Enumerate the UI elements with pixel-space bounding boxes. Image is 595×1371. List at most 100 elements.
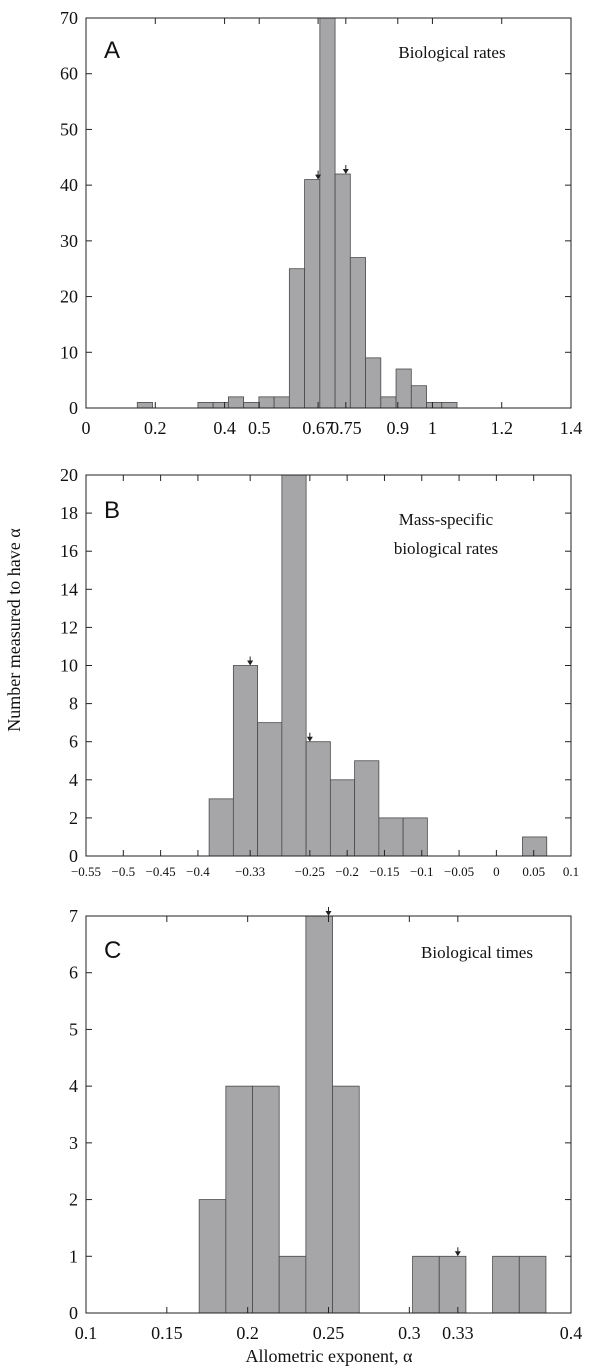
histogram-bar [329,779,356,857]
histogram-bar [225,1085,253,1314]
x-tick-label: −0.1 [410,864,434,879]
histogram-bar [332,1085,360,1314]
panel-letter: B [104,497,120,524]
x-tick-label: 0.2 [144,418,167,438]
panel-title: Biological times [421,943,533,962]
panel-letter: C [104,937,121,964]
x-tick-label: −0.15 [369,864,399,879]
histogram-bar [378,817,404,857]
x-tick-label: −0.55 [71,864,101,879]
histogram-bar [197,402,214,409]
y-tick-label: 2 [69,1190,78,1210]
histogram-bar [243,402,260,409]
y-tick-label: 0 [69,846,78,866]
y-tick-label: 30 [60,231,78,251]
histogram-bar [410,385,427,409]
histogram-bar [258,396,275,409]
histogram-bar [232,665,259,857]
y-tick-label: 2 [69,808,78,828]
x-tick-label: 0 [82,418,91,438]
y-tick-label: 40 [60,175,78,195]
panel-b: −0.55 −0.5 −0.45 −0.4 −0.33 −0.25 −0.2 −0.15 −0.… [60,465,579,879]
x-tick-label: 0.5 [248,418,271,438]
panel-c: 0.1 0.15 0.2 0.25 0.3 0.33 0.4 0 1 2 3 4 5 6 7 C Biologi… [69,906,582,1343]
histogram-bar [288,268,305,409]
y-tick-label: 10 [60,656,78,676]
x-tick-label: 0.4 [560,1323,583,1343]
histogram-bar [278,1255,307,1314]
plot-frame [85,17,572,409]
panel-title: Biological rates [398,43,505,62]
x-tick-label: 0.2 [236,1323,259,1343]
y-tick-label: 5 [69,1019,78,1039]
y-tick-label: 18 [60,503,78,523]
x-tick-label: −0.2 [335,864,359,879]
histogram-bar [395,368,412,409]
x-tick-label: −0.05 [444,864,474,879]
y-tick-label: 12 [60,617,78,637]
x-tick-label: 1.2 [490,418,513,438]
y-tick-label: 16 [60,541,78,561]
x-tick-label: −0.33 [235,864,265,879]
y-tick-label: 4 [69,770,78,790]
x-tick-label: 0.1 [563,864,579,879]
marker-arrow-icon [315,174,322,180]
y-tick-label: 4 [69,1076,78,1096]
y-tick-label: 0 [69,1303,78,1323]
panel-a: 0 0.2 0.4 0.5 0.670.75 0.9 1 1.2 1.4 0 10 20 30 40 50 6… [60,8,582,438]
y-axis-label: Number measured to have α [4,528,24,732]
y-tick-label: 0 [69,398,78,418]
x-tick-label: 0.4 [213,418,236,438]
x-tick-label: 0 [493,864,500,879]
x-tick-label: −0.4 [186,864,210,879]
x-tick-label: 0.15 [151,1323,183,1343]
x-tick-label: 0.9 [387,418,410,438]
x-tick-label: 0.05 [522,864,545,879]
y-tick-label: 3 [69,1133,78,1153]
histogram-bar [208,798,234,857]
x-tick-label: 0.67 [302,418,334,438]
marker-arrow-icon [325,911,332,916]
histogram-bar [212,402,229,409]
y-tick-label: 14 [60,579,78,599]
histogram-bar [257,722,283,857]
panel-title: biological rates [394,539,498,558]
x-tick-label: −0.5 [112,864,136,879]
marker-arrow-icon [247,660,254,666]
histogram-bar [319,17,336,409]
y-tick-label: 50 [60,119,78,139]
y-tick-label: 70 [60,8,78,28]
histogram-bar [380,396,397,409]
histogram-bar [304,179,321,409]
x-tick-label: 1.4 [560,418,583,438]
x-tick-label: −0.25 [295,864,325,879]
x-tick-label: −0.45 [146,864,176,879]
x-tick-label: 0.25 [313,1323,345,1343]
marker-arrow-icon [306,736,313,742]
y-tick-label: 10 [60,342,78,362]
histogram-bar [412,1255,440,1314]
histogram-bar [402,817,428,857]
histogram-bar [518,1255,547,1314]
histogram-bar [349,257,366,409]
histogram-bar [305,741,331,857]
histogram-bar [438,1255,467,1314]
x-tick-label: 0.3 [398,1323,421,1343]
histogram-bar [426,402,443,409]
marker-arrow-icon [342,169,349,174]
histogram-bar [136,402,153,409]
histogram-bar [305,915,333,1314]
histogram-bar [441,402,458,409]
histogram-bar [334,173,351,409]
histogram-bar [354,760,380,857]
marker-arrow-icon [454,1251,461,1257]
y-tick-label: 20 [60,465,78,485]
histogram-bar [252,1085,280,1314]
x-tick-label: 0.1 [75,1323,98,1343]
y-tick-label: 6 [69,732,78,752]
histogram-bar [492,1255,520,1314]
y-tick-label: 20 [60,287,78,307]
x-axis-label: Allometric exponent, α [246,1346,413,1366]
y-tick-label: 8 [69,694,78,714]
